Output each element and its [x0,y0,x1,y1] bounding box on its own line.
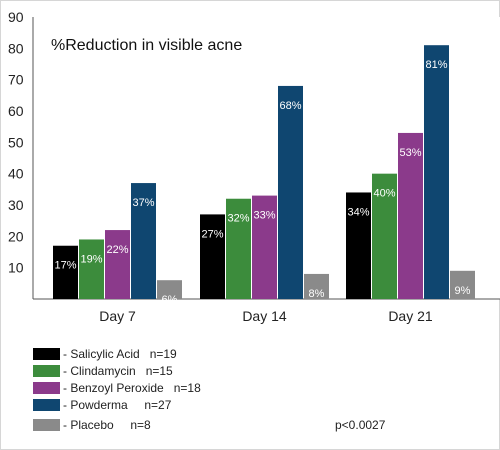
x-tick-label: Day 14 [242,308,287,324]
bar-data-label: 6% [162,294,178,306]
bar-clindamycin [79,239,104,299]
y-tick-label: 80 [8,40,24,56]
y-tick-label: 90 [8,9,24,25]
bar-data-label: 22% [106,244,128,256]
bar-powderma [278,85,303,299]
bar-data-label: 81% [425,59,447,71]
legend-item: - Powderma n=27 [33,397,172,412]
bar-data-label: 68% [279,100,301,112]
legend-swatch [33,347,60,360]
legend-label: - Powderma n=27 [63,397,172,412]
bar-data-label: 9% [455,285,471,297]
legend-label: - Salicylic Acid n=19 [63,346,177,361]
legend-swatch [33,364,60,377]
legend-item: - Benzoyl Peroxide n=18 [33,380,201,395]
bar-benzoyl-peroxide [252,195,277,299]
bar-benzoyl-peroxide [398,132,423,299]
bar-salicylic-acid [346,192,371,299]
legend-item: - Placebo n=8 [33,417,151,432]
legend-item: - Clindamycin n=15 [33,363,173,378]
y-tick-label: 70 [8,72,24,88]
bar-clindamycin [372,173,397,299]
y-tick-label: 60 [8,103,24,119]
bar-data-label: 8% [309,288,325,300]
bar-salicylic-acid [200,214,225,299]
x-tick-label: Day 7 [99,308,136,324]
legend-label: - Clindamycin n=15 [63,363,173,378]
y-tick-label: 30 [8,197,24,213]
bar-data-label: 27% [201,228,223,240]
bar-data-label: 33% [253,210,275,222]
bar-data-label: 19% [80,253,102,265]
bar-powderma [424,45,449,300]
bar-data-label: 34% [347,206,369,218]
y-tick-label: 50 [8,134,24,150]
bar-data-label: 53% [399,147,421,159]
bar-data-label: 17% [54,260,76,272]
bar-benzoyl-peroxide [105,230,130,299]
p-value-annotation: p<0.0027 [335,418,386,432]
bar-placebo [450,270,475,299]
chart-title: %Reduction in visible acne [51,37,242,54]
bar-clindamycin [226,198,251,299]
y-tick-label: 20 [8,228,24,244]
legend-swatch [33,418,60,431]
legend-label: - Benzoyl Peroxide n=18 [63,380,201,395]
x-tick-label: Day 21 [388,308,433,324]
bar-data-label: 37% [132,197,154,209]
legend-swatch [33,398,60,411]
legend-label: - Placebo n=8 [63,417,151,432]
bar-placebo [304,273,329,299]
bar-powderma [131,183,156,299]
bar-salicylic-acid [53,245,78,299]
y-tick-label: 10 [8,260,24,276]
bar-data-label: 32% [227,213,249,225]
legend-swatch [33,381,60,394]
bar-placebo [157,280,182,299]
legend-item: - Salicylic Acid n=19 [33,346,177,361]
bar-data-label: 40% [373,188,395,200]
y-tick-label: 40 [8,166,24,182]
